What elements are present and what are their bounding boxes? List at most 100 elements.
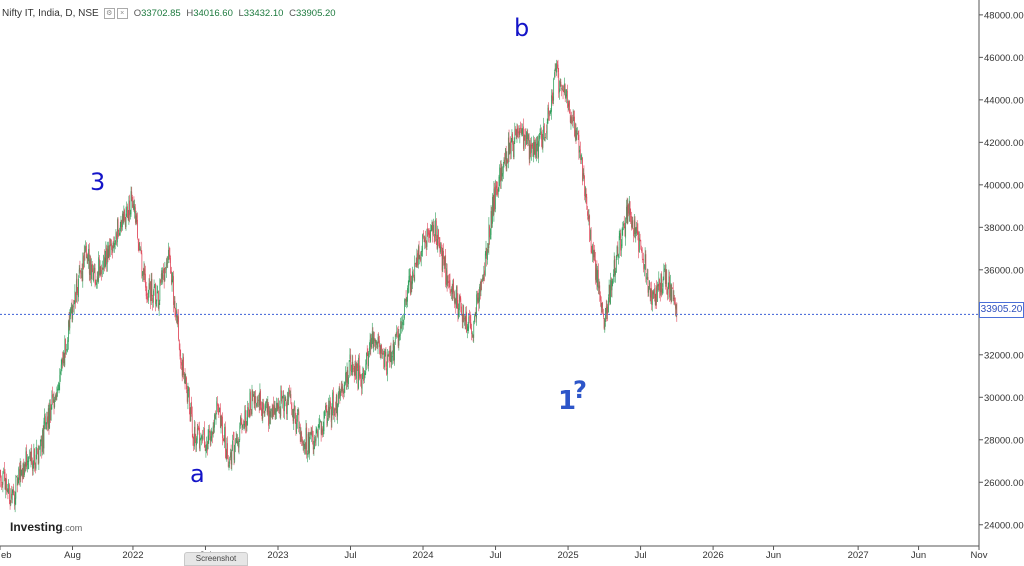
candle-body: [147, 296, 148, 299]
candle-body: [170, 255, 171, 257]
candle-body: [622, 226, 623, 229]
candle-body: [185, 377, 186, 383]
candle-body: [159, 280, 160, 301]
candle-body: [370, 339, 371, 349]
candle-body: [666, 269, 667, 284]
screenshot-button[interactable]: Screenshot: [184, 552, 248, 566]
candle-body: [194, 427, 195, 447]
candle-body: [560, 81, 561, 88]
candle-body: [404, 300, 405, 315]
candle-body: [586, 189, 587, 198]
candle-body: [21, 470, 22, 476]
candle-body: [553, 96, 554, 100]
candle-body: [394, 346, 395, 361]
candle-body: [527, 134, 528, 141]
candle-body: [493, 197, 494, 215]
candle-body: [477, 293, 478, 302]
wave-label-b: b: [514, 14, 529, 42]
candle-body: [646, 278, 647, 279]
candle-body: [398, 333, 399, 346]
candle-body: [82, 258, 83, 281]
candle-body: [565, 85, 566, 96]
candle-body: [551, 95, 552, 111]
close-icon[interactable]: ×: [117, 8, 128, 19]
candle-body: [410, 274, 411, 294]
candle-body: [544, 124, 545, 140]
candle-body: [461, 307, 462, 315]
candle-body: [550, 111, 551, 116]
candle-body: [562, 89, 563, 90]
candle-body: [67, 350, 68, 351]
candle-body: [154, 287, 155, 289]
candle-body: [434, 225, 435, 235]
candle-body: [271, 409, 272, 410]
candle-body: [591, 252, 592, 253]
y-tick-label: 42000.00: [984, 138, 1024, 149]
candle-body: [337, 405, 338, 417]
candle-body: [621, 244, 622, 250]
candle-body: [159, 303, 160, 309]
candle-body: [366, 353, 367, 365]
candle-body: [28, 461, 29, 462]
candle-body: [156, 301, 157, 306]
candle-body: [216, 414, 217, 420]
candle-body: [598, 270, 599, 287]
candle-body: [340, 391, 341, 396]
candle-body: [230, 452, 231, 457]
candle-body: [529, 136, 530, 159]
candle-body: [589, 215, 590, 242]
open-value: 33702.85: [141, 8, 181, 19]
candle-body: [213, 426, 214, 434]
y-tick-label: 40000.00: [984, 180, 1024, 191]
candle-body: [489, 224, 490, 248]
candle-body: [312, 431, 313, 437]
candle-body: [301, 433, 302, 440]
candle-body: [195, 436, 196, 445]
candle-body: [378, 337, 379, 347]
candle-body: [21, 465, 22, 477]
candle-body: [150, 281, 151, 301]
candle-body: [590, 230, 591, 240]
current-price-tag: 33905.20: [979, 302, 1024, 318]
candle-body: [556, 63, 557, 72]
candle-body: [87, 257, 88, 259]
settings-icon[interactable]: ⚙: [104, 8, 115, 19]
candle-body: [308, 434, 309, 452]
candle-body: [60, 371, 61, 374]
candle-body: [595, 260, 596, 281]
candle-body: [349, 361, 350, 377]
candle-body: [609, 286, 610, 304]
candle-body: [594, 250, 595, 261]
candle-body: [273, 405, 274, 416]
candle-body: [514, 143, 515, 157]
candle-body: [460, 295, 461, 300]
candle-body: [170, 258, 171, 274]
candle-body: [519, 131, 520, 135]
candle-body: [631, 216, 632, 228]
candle-body: [352, 362, 353, 372]
candle-body: [422, 249, 423, 252]
candle-body: [126, 214, 127, 227]
candle-body: [162, 268, 163, 279]
y-tick-label: 44000.00: [984, 95, 1024, 106]
candle-body: [250, 392, 251, 411]
candle-body: [286, 402, 287, 414]
candle-body: [547, 122, 548, 134]
candle-body: [281, 390, 282, 401]
candle-body: [72, 307, 73, 319]
candle-body: [64, 353, 65, 364]
candle-body: [378, 336, 379, 340]
candle-body: [383, 353, 384, 354]
wave-label-question: ?: [573, 376, 587, 404]
candle-body: [226, 451, 227, 459]
candle-body: [213, 425, 214, 426]
candle-body: [152, 279, 153, 296]
candle-body: [581, 159, 582, 160]
candle-body: [280, 391, 281, 416]
candle-body: [332, 393, 333, 410]
candle-body: [129, 200, 130, 221]
candle-body: [497, 189, 498, 195]
candle-body: [13, 490, 14, 495]
candle-body: [419, 246, 420, 259]
